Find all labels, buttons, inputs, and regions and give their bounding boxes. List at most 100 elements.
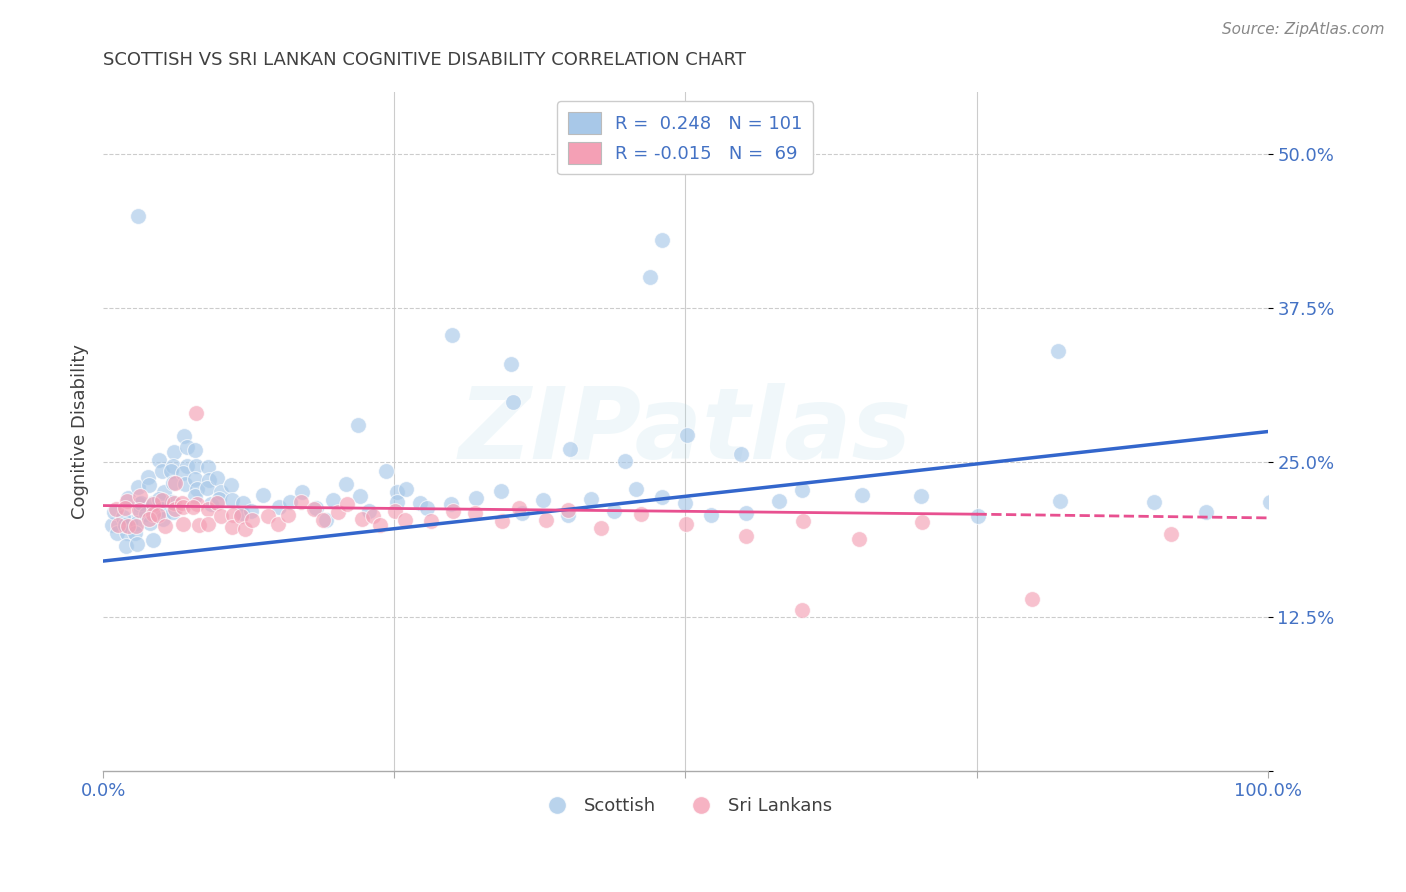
Point: [387, 484, 409, 499]
Point: [142, 508, 165, 522]
Point: [172, 500, 194, 515]
Point: [198, 473, 221, 487]
Point: [107, 518, 129, 533]
Point: [359, 503, 381, 517]
Point: [173, 428, 195, 442]
Point: [911, 516, 934, 530]
Point: [117, 518, 139, 533]
Point: [502, 395, 524, 409]
Point: [136, 470, 159, 484]
Point: [267, 516, 290, 531]
Point: [557, 508, 579, 522]
Point: [790, 603, 813, 617]
Point: [197, 459, 219, 474]
Point: [579, 492, 602, 507]
Point: [127, 209, 149, 223]
Point: [603, 504, 626, 518]
Point: [142, 533, 165, 547]
Point: [730, 447, 752, 461]
Point: [651, 234, 673, 248]
Point: [117, 491, 139, 506]
Point: [650, 490, 672, 504]
Point: [792, 514, 814, 528]
Y-axis label: Cognitive Disability: Cognitive Disability: [72, 344, 89, 519]
Point: [174, 477, 197, 491]
Point: [531, 493, 554, 508]
Point: [118, 515, 141, 529]
Point: [966, 508, 988, 523]
Point: [560, 442, 582, 456]
Point: [160, 464, 183, 478]
Point: [290, 495, 312, 509]
Point: [231, 507, 253, 521]
Point: [363, 509, 385, 524]
Point: [112, 509, 135, 524]
Point: [135, 508, 157, 522]
Point: [464, 491, 486, 505]
Point: [186, 406, 208, 420]
Point: [138, 512, 160, 526]
Point: [183, 442, 205, 457]
Point: [128, 489, 150, 503]
Text: SCOTTISH VS SRI LANKAN COGNITIVE DISABILITY CORRELATION CHART: SCOTTISH VS SRI LANKAN COGNITIVE DISABIL…: [103, 51, 747, 69]
Point: [613, 454, 636, 468]
Point: [124, 518, 146, 533]
Point: [162, 458, 184, 473]
Point: [163, 445, 186, 459]
Point: [129, 504, 152, 518]
Point: [103, 505, 125, 519]
Point: [150, 493, 173, 508]
Point: [153, 519, 176, 533]
Point: [208, 492, 231, 507]
Point: [394, 513, 416, 527]
Point: [269, 500, 291, 514]
Point: [1143, 495, 1166, 509]
Point: [349, 489, 371, 503]
Point: [152, 512, 174, 526]
Point: [163, 496, 186, 510]
Point: [115, 539, 138, 553]
Point: [148, 452, 170, 467]
Point: [101, 518, 124, 533]
Point: [420, 514, 443, 528]
Point: [162, 505, 184, 519]
Point: [557, 502, 579, 516]
Point: [183, 500, 205, 515]
Point: [252, 488, 274, 502]
Point: [150, 501, 173, 516]
Point: [315, 513, 337, 527]
Point: [209, 484, 232, 499]
Point: [409, 496, 432, 510]
Point: [489, 484, 512, 499]
Legend: Scottish, Sri Lankans: Scottish, Sri Lankans: [531, 790, 839, 822]
Point: [1195, 505, 1218, 519]
Point: [352, 512, 374, 526]
Point: [441, 327, 464, 342]
Point: [508, 501, 530, 516]
Point: [142, 496, 165, 510]
Point: [125, 537, 148, 551]
Point: [124, 526, 146, 541]
Point: [768, 493, 790, 508]
Point: [499, 357, 522, 371]
Point: [176, 458, 198, 473]
Point: [395, 483, 418, 497]
Point: [127, 480, 149, 494]
Point: [734, 506, 756, 520]
Text: Source: ZipAtlas.com: Source: ZipAtlas.com: [1222, 22, 1385, 37]
Point: [142, 497, 165, 511]
Point: [1258, 494, 1281, 508]
Point: [336, 497, 359, 511]
Point: [589, 521, 612, 535]
Point: [172, 496, 194, 510]
Point: [188, 518, 211, 533]
Point: [441, 503, 464, 517]
Point: [105, 526, 128, 541]
Point: [165, 476, 187, 491]
Point: [205, 496, 228, 510]
Point: [240, 513, 263, 527]
Point: [139, 516, 162, 531]
Point: [129, 496, 152, 510]
Point: [368, 518, 391, 533]
Point: [675, 428, 697, 442]
